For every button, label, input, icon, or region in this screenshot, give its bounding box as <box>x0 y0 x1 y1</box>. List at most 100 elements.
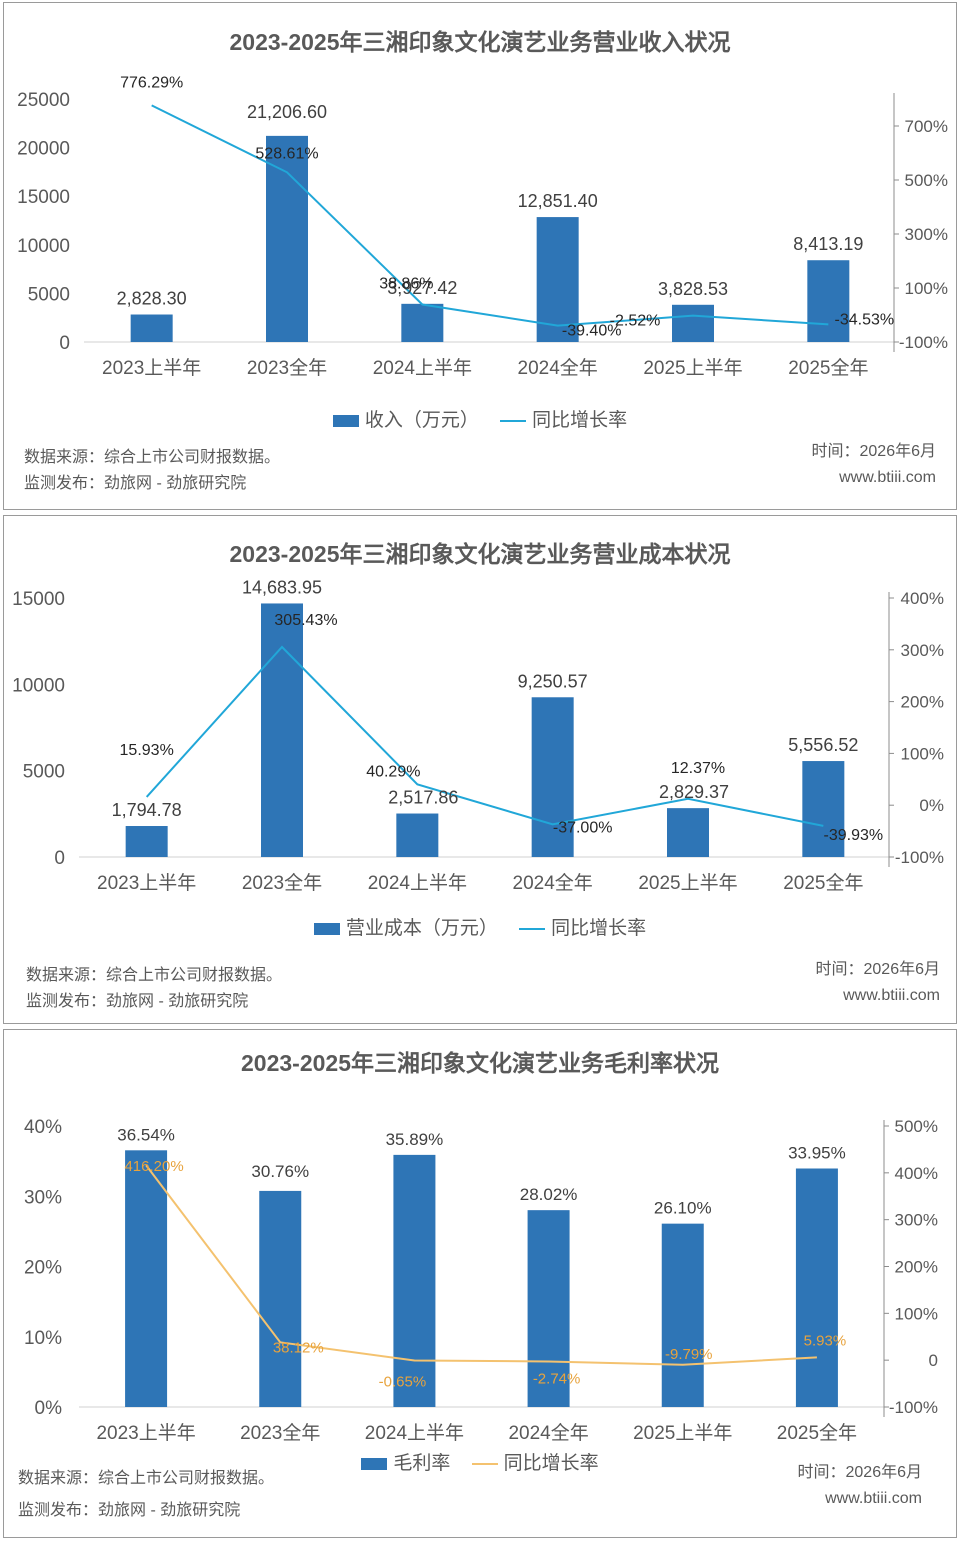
site-url[interactable]: www.btiii.com <box>825 1490 922 1507</box>
publish-time: 时间：2026年6月 <box>797 1464 923 1481</box>
line-value-label: 12.37% <box>671 760 725 777</box>
left-axis-tick-label: 0% <box>35 1398 63 1419</box>
chart-legend: 营业成本（万元） 同比增长率 <box>4 913 956 940</box>
left-axis-tick-label: 20% <box>24 1258 62 1279</box>
line-value-label: -34.53% <box>835 311 895 328</box>
bar <box>393 1154 436 1407</box>
source-note: 数据来源：综合上市公司财报数据。 监测发布：劲旅网 - 劲旅研究院 <box>18 1466 274 1524</box>
bar-value-label: 21,206.60 <box>247 102 327 122</box>
legend-line-item: 同比增长率 <box>519 913 646 940</box>
right-axis-tick-label: 400% <box>901 589 944 608</box>
bar-value-label: 12,851.40 <box>518 191 598 211</box>
bar-value-label: 2,829.37 <box>659 782 729 802</box>
x-axis-category-label: 2023上半年 <box>102 357 201 379</box>
right-axis-tick-label: 100% <box>895 1304 938 1323</box>
bar <box>667 808 709 857</box>
bar <box>259 1190 302 1407</box>
line-value-label: -37.00% <box>553 819 613 836</box>
bar-value-label: 30.76% <box>251 1162 309 1181</box>
bar-value-label: 1,794.78 <box>112 800 182 820</box>
bar <box>531 697 574 857</box>
publish-meta: 时间：2026年6月 www.btiii.com <box>798 1460 923 1512</box>
x-axis-category-label: 2023上半年 <box>97 872 196 894</box>
bar-value-label: 3,828.53 <box>658 279 728 299</box>
data-source-text: 数据来源：综合上市公司财报数据。 <box>24 449 281 466</box>
line-value-label: 416.20% <box>124 1158 183 1175</box>
x-axis-category-label: 2025上半年 <box>638 872 737 894</box>
x-axis-category-label: 2024全年 <box>508 1422 588 1444</box>
legend-bar-swatch <box>313 922 340 935</box>
bar <box>266 135 308 342</box>
legend-line-swatch <box>519 927 546 930</box>
right-axis-tick-label: 400% <box>895 1164 938 1183</box>
right-axis-tick-label: 300% <box>901 641 944 660</box>
line-value-label: -2.52% <box>610 313 661 330</box>
left-axis-tick-label: 10% <box>24 1328 62 1349</box>
chart-legend: 毛利率 同比增长率 <box>4 1448 956 1475</box>
legend-bar-swatch <box>361 1457 388 1470</box>
line-value-label: -9.79% <box>665 1346 713 1363</box>
x-axis-category-label: 2023全年 <box>240 1422 320 1444</box>
x-axis-category-label: 2024上半年 <box>368 872 467 894</box>
publish-meta: 时间：2026年6月 www.btiii.com <box>816 957 941 1009</box>
right-axis-tick-label: 200% <box>895 1258 938 1277</box>
left-axis-tick-label: 0 <box>59 333 70 354</box>
bar <box>261 603 303 857</box>
left-axis-tick-label: 5000 <box>28 284 70 305</box>
legend-line-swatch <box>500 419 527 422</box>
margin-chart-plot: 0% 10% 20% 30% 40% -100% 0 100% 200% 300% 400% 500%… <box>24 1117 938 1444</box>
data-source-text: 数据来源：综合上市公司财报数据。 <box>26 967 283 984</box>
x-axis-category-label: 2025全年 <box>777 1422 857 1444</box>
bar-value-label: 2,517.86 <box>388 788 458 808</box>
chart-legend: 收入（万元） 同比增长率 <box>4 405 956 432</box>
legend-bar-label: 营业成本（万元） <box>345 918 498 939</box>
line-value-label: -0.65% <box>379 1373 427 1390</box>
line-value-label: 5.93% <box>804 1332 847 1349</box>
right-axis-tick-label: 300% <box>905 225 948 244</box>
x-axis-category-label: 2024上半年 <box>373 357 472 379</box>
x-axis-category-label: 2024全年 <box>518 357 598 379</box>
bar <box>401 303 444 342</box>
legend-bar-label: 毛利率 <box>393 1453 451 1474</box>
legend-bar-item: 收入（万元） <box>332 405 479 432</box>
legend-line-swatch <box>471 1462 498 1465</box>
x-axis-category-label: 2025全年 <box>788 357 868 379</box>
line-value-label: 38.86% <box>379 276 433 293</box>
revenue-chart-panel: 2023-2025年三湘印象文化演艺业务营业收入状况 0 5000 10000 150… <box>3 2 957 510</box>
bar-value-label: 9,250.57 <box>518 671 588 691</box>
line-value-label: 38.12% <box>273 1339 324 1356</box>
publish-meta: 时间：2026年6月 www.btiii.com <box>812 439 937 491</box>
line-value-label: 40.29% <box>366 763 420 780</box>
source-note: 数据来源：综合上市公司财报数据。 监测发布：劲旅网 - 劲旅研究院 <box>26 963 282 1015</box>
line-value-label: -2.74% <box>533 1370 581 1387</box>
left-axis-tick-label: 10000 <box>17 236 70 257</box>
growth-rate-line <box>145 1164 817 1366</box>
publisher-text: 监测发布：劲旅网 - 劲旅研究院 <box>24 475 247 492</box>
right-axis-tick-label: 200% <box>901 693 944 712</box>
legend-bar-item: 毛利率 <box>361 1448 450 1475</box>
cost-chart-panel: 2023-2025年三湘印象文化演艺业务营业成本状况 0 5000 10000 150… <box>3 515 957 1024</box>
line-value-label: 528.61% <box>255 145 318 162</box>
source-note: 数据来源：综合上市公司财报数据。 监测发布：劲旅网 - 劲旅研究院 <box>24 445 280 497</box>
site-url[interactable]: www.btiii.com <box>839 469 936 486</box>
bar <box>536 217 579 342</box>
publish-time: 时间：2026年6月 <box>811 443 937 460</box>
x-axis-category-label: 2023全年 <box>247 357 327 379</box>
bar-value-label: 5,556.52 <box>788 735 858 755</box>
left-axis-tick-label: 15000 <box>17 187 70 208</box>
legend-bar-label: 收入（万元） <box>364 410 479 431</box>
legend-line-item: 同比增长率 <box>500 405 627 432</box>
site-url[interactable]: www.btiii.com <box>843 987 940 1004</box>
legend-line-label: 同比增长率 <box>551 918 647 939</box>
x-axis-category-label: 2023全年 <box>242 872 322 894</box>
chart-title: 2023-2025年三湘印象文化演艺业务毛利率状况 <box>241 1050 719 1076</box>
left-axis-tick-label: 10000 <box>12 675 65 696</box>
bar <box>795 1168 838 1407</box>
bar-value-label: 14,683.95 <box>242 577 322 597</box>
bar <box>396 813 439 857</box>
right-axis-tick-label: 100% <box>905 279 948 298</box>
left-axis-tick-label: 30% <box>24 1187 62 1208</box>
x-axis-category-label: 2024上半年 <box>365 1422 464 1444</box>
right-axis-tick-label: 500% <box>895 1117 938 1136</box>
right-axis-tick-label: 0% <box>919 796 944 815</box>
